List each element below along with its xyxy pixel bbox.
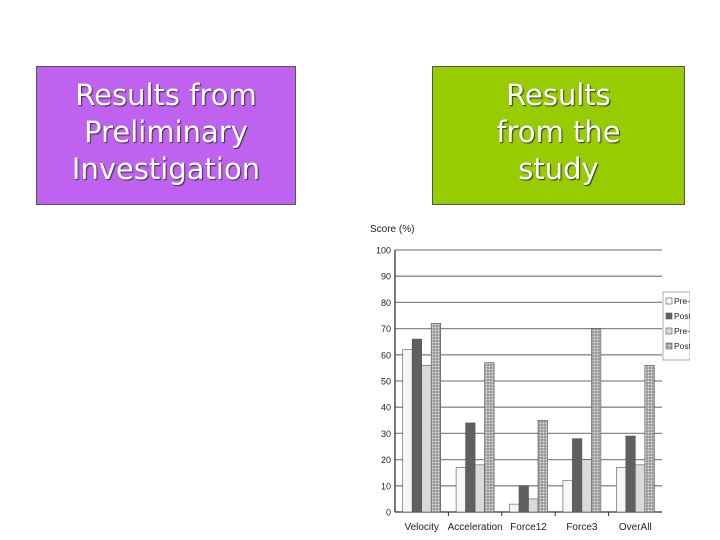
y-axis-label: Score (%) — [370, 224, 414, 235]
x-tick-label: Acceleration — [448, 522, 503, 533]
bar-post-ti-overall — [625, 435, 636, 513]
y-tick-label: 90 — [381, 272, 391, 282]
bar-post-ti-force12 — [518, 485, 529, 513]
y-tick-label: 70 — [381, 324, 391, 334]
legend-swatch — [665, 297, 673, 305]
bar-pre-ti-velocity — [402, 349, 413, 513]
preliminary-heading-line-1: Results from — [75, 78, 257, 112]
bar-pre-pisi-overall — [634, 464, 646, 513]
study-heading-line-2: from the — [496, 115, 621, 149]
y-tick-label: 30 — [381, 429, 391, 439]
bar-post-ti-acceleration — [465, 422, 476, 513]
legend-label: Pre-TI — [674, 296, 690, 306]
preliminary-results-heading: Results from Preliminary Investigation — [36, 66, 296, 205]
bar-post-pisi-force12 — [537, 420, 548, 513]
y-tick-label: 100 — [376, 246, 391, 256]
legend-swatch — [665, 327, 673, 335]
legend-swatch — [665, 342, 673, 350]
y-tick-label: 20 — [381, 455, 391, 465]
bar-pre-pisi-velocity — [421, 364, 432, 513]
legend-label: Post-TI — [674, 311, 690, 321]
y-tick-label: 60 — [381, 350, 391, 360]
study-results-heading: Results from the study — [432, 66, 685, 205]
y-tick-label: 10 — [381, 481, 391, 491]
bar-pre-ti-force3 — [562, 480, 573, 513]
x-tick-label: Force3 — [566, 522, 598, 533]
study-heading-line-3: study — [518, 152, 599, 186]
bar-post-ti-force3 — [572, 438, 583, 513]
legend-swatch — [665, 312, 673, 320]
y-tick-label: 80 — [381, 298, 391, 308]
bar-post-ti-velocity — [411, 338, 423, 513]
legend-label: Pre-PISI — [674, 326, 690, 336]
preliminary-heading-line-2: Preliminary — [84, 115, 248, 149]
bar-post-pisi-force3 — [591, 328, 602, 513]
y-tick-label: 50 — [381, 377, 391, 387]
bar-post-pisi-overall — [644, 364, 655, 513]
bar-pre-pisi-force3 — [581, 459, 592, 513]
y-tick-label: 0 — [386, 508, 391, 518]
y-tick-label: 40 — [381, 403, 391, 413]
score-bar-chart: Score (%) 0 10 20 30 40 50 60 70 80 90 100 Velocity A… — [370, 224, 690, 533]
study-heading-line-1: Results — [506, 78, 611, 112]
bar-pre-ti-acceleration — [455, 467, 466, 513]
bar-post-pisi-velocity — [430, 323, 441, 513]
legend-label: Post-PISI — [674, 341, 690, 351]
preliminary-heading-line-3: Investigation — [71, 152, 261, 186]
x-tick-label: Force12 — [510, 522, 547, 533]
x-tick-label: Velocity — [404, 522, 438, 533]
x-tick-label: OverAll — [619, 522, 652, 533]
bar-pre-pisi-force12 — [528, 498, 539, 513]
bar-post-pisi-acceleration — [484, 362, 495, 513]
bar-pre-pisi-acceleration — [474, 464, 485, 513]
bar-pre-ti-overall — [615, 467, 627, 513]
bar-pre-ti-force12 — [509, 503, 520, 513]
